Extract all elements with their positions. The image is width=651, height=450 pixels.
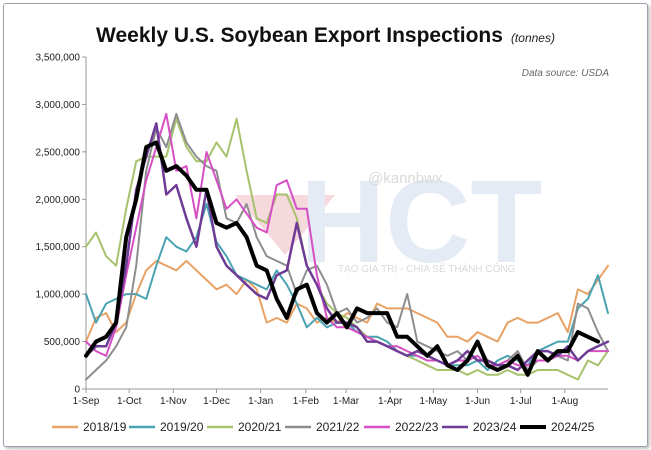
- y-tick-label: 3,000,000: [36, 100, 81, 111]
- x-tick-label: 1-Feb: [293, 396, 320, 407]
- legend-label-2022-23: 2022/23: [395, 420, 439, 434]
- legend: 2018/19 2019/20 2020/21 2021/22 2022/23 2023/…: [52, 420, 595, 434]
- x-tick-label: 1-Mar: [333, 396, 360, 407]
- watermark: HCT @kannbwx TẠO GIÁ TRỊ - CHIA SẺ THÀNH…: [235, 156, 543, 288]
- series-line-2023-24: [84, 122, 610, 372]
- legend-label-2024-25: 2024/25: [551, 420, 595, 434]
- chart-title-row: Weekly U.S. Soybean Export Inspections (t…: [0, 24, 651, 48]
- x-tick-label: 1-Jun: [465, 396, 490, 407]
- y-tick-label: 2,500,000: [36, 147, 81, 158]
- series-line-2021-22: [85, 112, 609, 381]
- x-tick-label: 1-May: [419, 396, 447, 407]
- watermark-tagline: TẠO GIÁ TRỊ - CHIA SẺ THÀNH CÔNG: [338, 262, 516, 275]
- series-line-2024-25: [84, 140, 600, 377]
- data-source-note: Data source: USDA: [521, 68, 609, 79]
- series-lines: [84, 112, 610, 381]
- chart-title: Weekly U.S. Soybean Export Inspections: [96, 24, 503, 47]
- x-tick-label: 1-Oct: [117, 396, 142, 407]
- x-tick-label: 1-Nov: [160, 396, 187, 407]
- y-tick-label: 3,500,000: [36, 53, 81, 64]
- x-tick-label: 1-Apr: [378, 396, 403, 407]
- legend-label-2018-19: 2018/19: [83, 420, 127, 434]
- watermark-handle: @kannbwx: [368, 170, 443, 187]
- legend-label-2021-22: 2021/22: [316, 420, 360, 434]
- chart-units: (tonnes): [510, 31, 555, 45]
- watermark-logo-text: HCT: [300, 156, 543, 288]
- y-tick-label: 500,000: [44, 337, 81, 348]
- watermark-logo-shield-icon: [235, 195, 335, 255]
- x-tick-label: 1-Jul: [510, 396, 532, 407]
- y-tick-label: 1,500,000: [36, 242, 81, 253]
- y-tick-label: 0: [74, 385, 80, 396]
- chart-frame: [3, 3, 648, 447]
- y-tick-label: 1,000,000: [36, 290, 81, 301]
- legend-label-2023-24: 2023/24: [473, 420, 517, 434]
- series-line-2020-21: [85, 117, 609, 381]
- axes: 0 500,000 1,000,000 1,500,000 2,000,000 2,500…: [36, 53, 608, 407]
- x-tick-label: 1-Aug: [551, 396, 578, 407]
- legend-label-2020-21: 2020/21: [238, 420, 282, 434]
- x-tick-label: 1-Sep: [73, 396, 100, 407]
- legend-label-2019-20: 2019/20: [160, 420, 204, 434]
- x-tick-label: 1-Dec: [203, 396, 230, 407]
- x-tick-label: 1-Jan: [248, 396, 273, 407]
- y-tick-label: 2,000,000: [36, 195, 81, 206]
- series-line-2018-19: [85, 259, 609, 343]
